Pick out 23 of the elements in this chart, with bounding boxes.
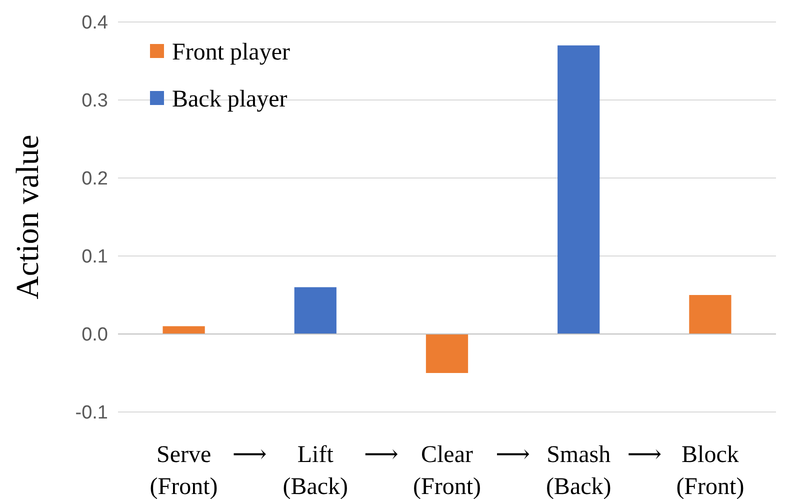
x-tick-label: Smash (Back) [546, 442, 612, 499]
text: ⟶ [627, 440, 662, 468]
legend-label: Front player [172, 39, 290, 66]
text: ⟶ [364, 440, 398, 468]
x-tick-label: Serve (Front) [150, 442, 218, 499]
y-tick-label: 0.4 [82, 12, 108, 34]
y-axis-title: Action value [9, 134, 45, 300]
x-tick-label: Clear (Front) [413, 442, 481, 499]
bar [426, 334, 468, 373]
y-tick-label: 0.1 [82, 246, 108, 268]
bar [162, 326, 205, 334]
legend-label: Back player [172, 86, 288, 112]
bar [294, 287, 336, 334]
x-tick-label: Block (Front) [676, 442, 744, 499]
text: ⟶ [496, 440, 530, 468]
text: ⟶ [232, 440, 267, 468]
bar [689, 295, 732, 334]
x-tick-label: Lift (Back) [282, 442, 348, 499]
y-tick-label: 0.3 [82, 90, 108, 112]
y-tick-label: 0.0 [82, 324, 108, 346]
y-tick-label: 0.2 [82, 168, 108, 190]
y-tick-label: -0.1 [75, 402, 108, 424]
bar [558, 45, 600, 334]
